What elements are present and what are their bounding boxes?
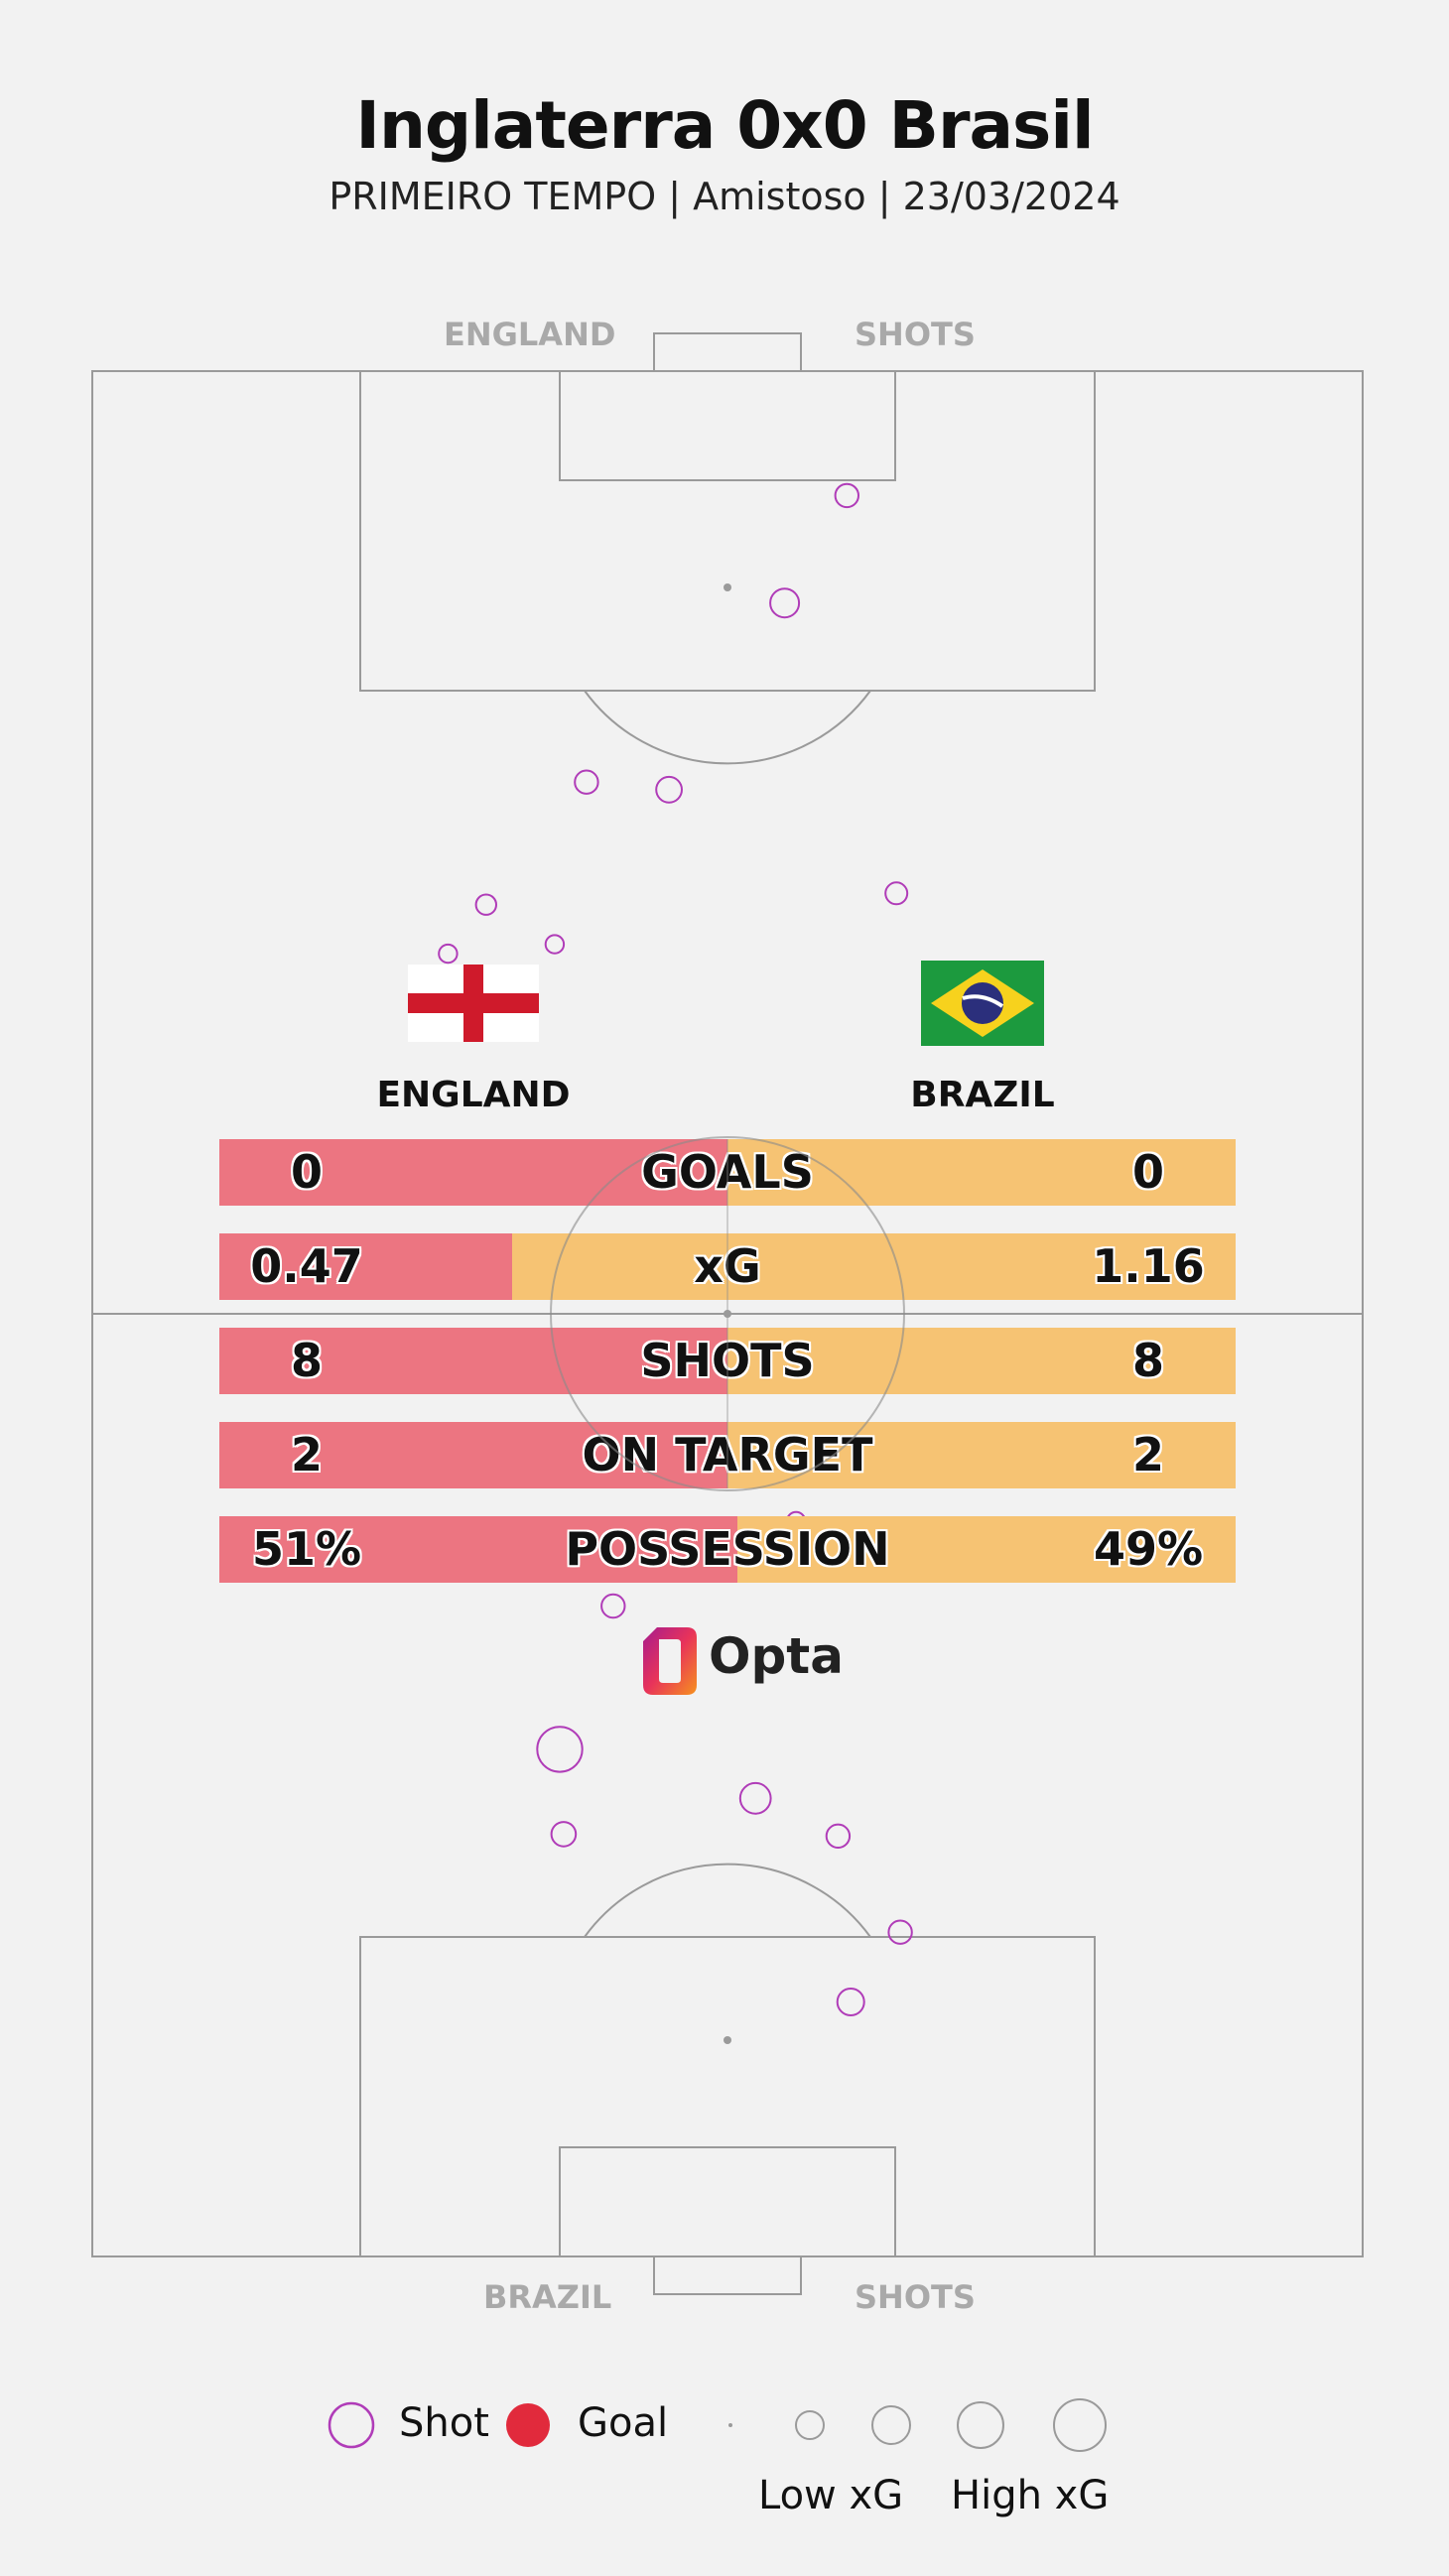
legend bbox=[328, 2398, 1107, 2452]
bottom-team-label: BRAZIL bbox=[483, 2278, 612, 2316]
england-shot-marker-7 bbox=[544, 934, 566, 955]
brazil-shot-marker-3 bbox=[536, 1726, 584, 1773]
brazil-shot-marker-7 bbox=[887, 1919, 913, 1945]
brazil-shot-marker-4 bbox=[738, 1781, 772, 1815]
bottom-penalty-arc bbox=[584, 1863, 871, 1938]
england-shot-marker-3 bbox=[574, 769, 599, 795]
legend-xg-size-1 bbox=[728, 2423, 732, 2427]
opta-logo-icon bbox=[643, 1627, 697, 1695]
brazil-shot-marker-2 bbox=[600, 1593, 626, 1619]
brazil-shot-marker-8 bbox=[836, 1988, 865, 2016]
legend-xg-size-2 bbox=[795, 2410, 825, 2440]
england-shot-marker-6 bbox=[474, 893, 497, 916]
top-shots-label: SHOTS bbox=[855, 316, 976, 353]
home-team-name: ENGLAND bbox=[376, 1075, 571, 1115]
top-penalty-spot bbox=[724, 583, 731, 591]
top-team-label: ENGLAND bbox=[444, 316, 616, 353]
away-team-name: BRAZIL bbox=[910, 1075, 1055, 1115]
england-shot-marker-2 bbox=[769, 587, 801, 619]
england-shot-marker-1 bbox=[834, 482, 859, 509]
legend-high-xg-label: High xG bbox=[951, 2473, 1110, 2518]
opta-logo-text: Opta bbox=[709, 1627, 844, 1685]
england-shot-marker-4 bbox=[655, 775, 683, 804]
top-penalty-box bbox=[359, 370, 1096, 692]
pitch-lines bbox=[91, 332, 1364, 2295]
legend-xg-size-5 bbox=[1053, 2398, 1107, 2452]
legend-low-xg-label: Low xG bbox=[758, 2473, 904, 2518]
brazil-shot-marker-5 bbox=[550, 1821, 578, 1848]
top-six-yard-box bbox=[559, 370, 896, 481]
legend-goal-marker bbox=[506, 2403, 550, 2447]
shots-layer bbox=[438, 482, 913, 2016]
brazil-shot-marker-1 bbox=[785, 1510, 807, 1532]
legend-xg-size-4 bbox=[957, 2401, 1004, 2449]
brazil-shot-marker-6 bbox=[825, 1823, 852, 1850]
legend-goal-label: Goal bbox=[578, 2400, 669, 2446]
page-subtitle: PRIMEIRO TEMPO | Amistoso | 23/03/2024 bbox=[329, 175, 1120, 218]
england-shot-marker-8 bbox=[438, 943, 459, 965]
england-shot-marker-5 bbox=[884, 881, 909, 906]
bottom-goal bbox=[653, 2255, 802, 2295]
top-goal bbox=[653, 332, 802, 372]
bottom-shots-label: SHOTS bbox=[855, 2278, 976, 2316]
england-flag-icon bbox=[408, 965, 539, 1042]
bottom-six-yard-box bbox=[559, 2146, 896, 2257]
bottom-penalty-spot bbox=[724, 2036, 731, 2044]
page-title: Inglaterra 0x0 Brasil bbox=[355, 87, 1094, 164]
top-penalty-arc bbox=[584, 690, 871, 765]
brazil-flag-icon bbox=[921, 961, 1044, 1046]
legend-xg-size-3 bbox=[871, 2405, 911, 2445]
legend-shot-marker bbox=[328, 2401, 375, 2449]
bottom-penalty-box bbox=[359, 1936, 1096, 2257]
legend-shot-label: Shot bbox=[399, 2400, 489, 2446]
